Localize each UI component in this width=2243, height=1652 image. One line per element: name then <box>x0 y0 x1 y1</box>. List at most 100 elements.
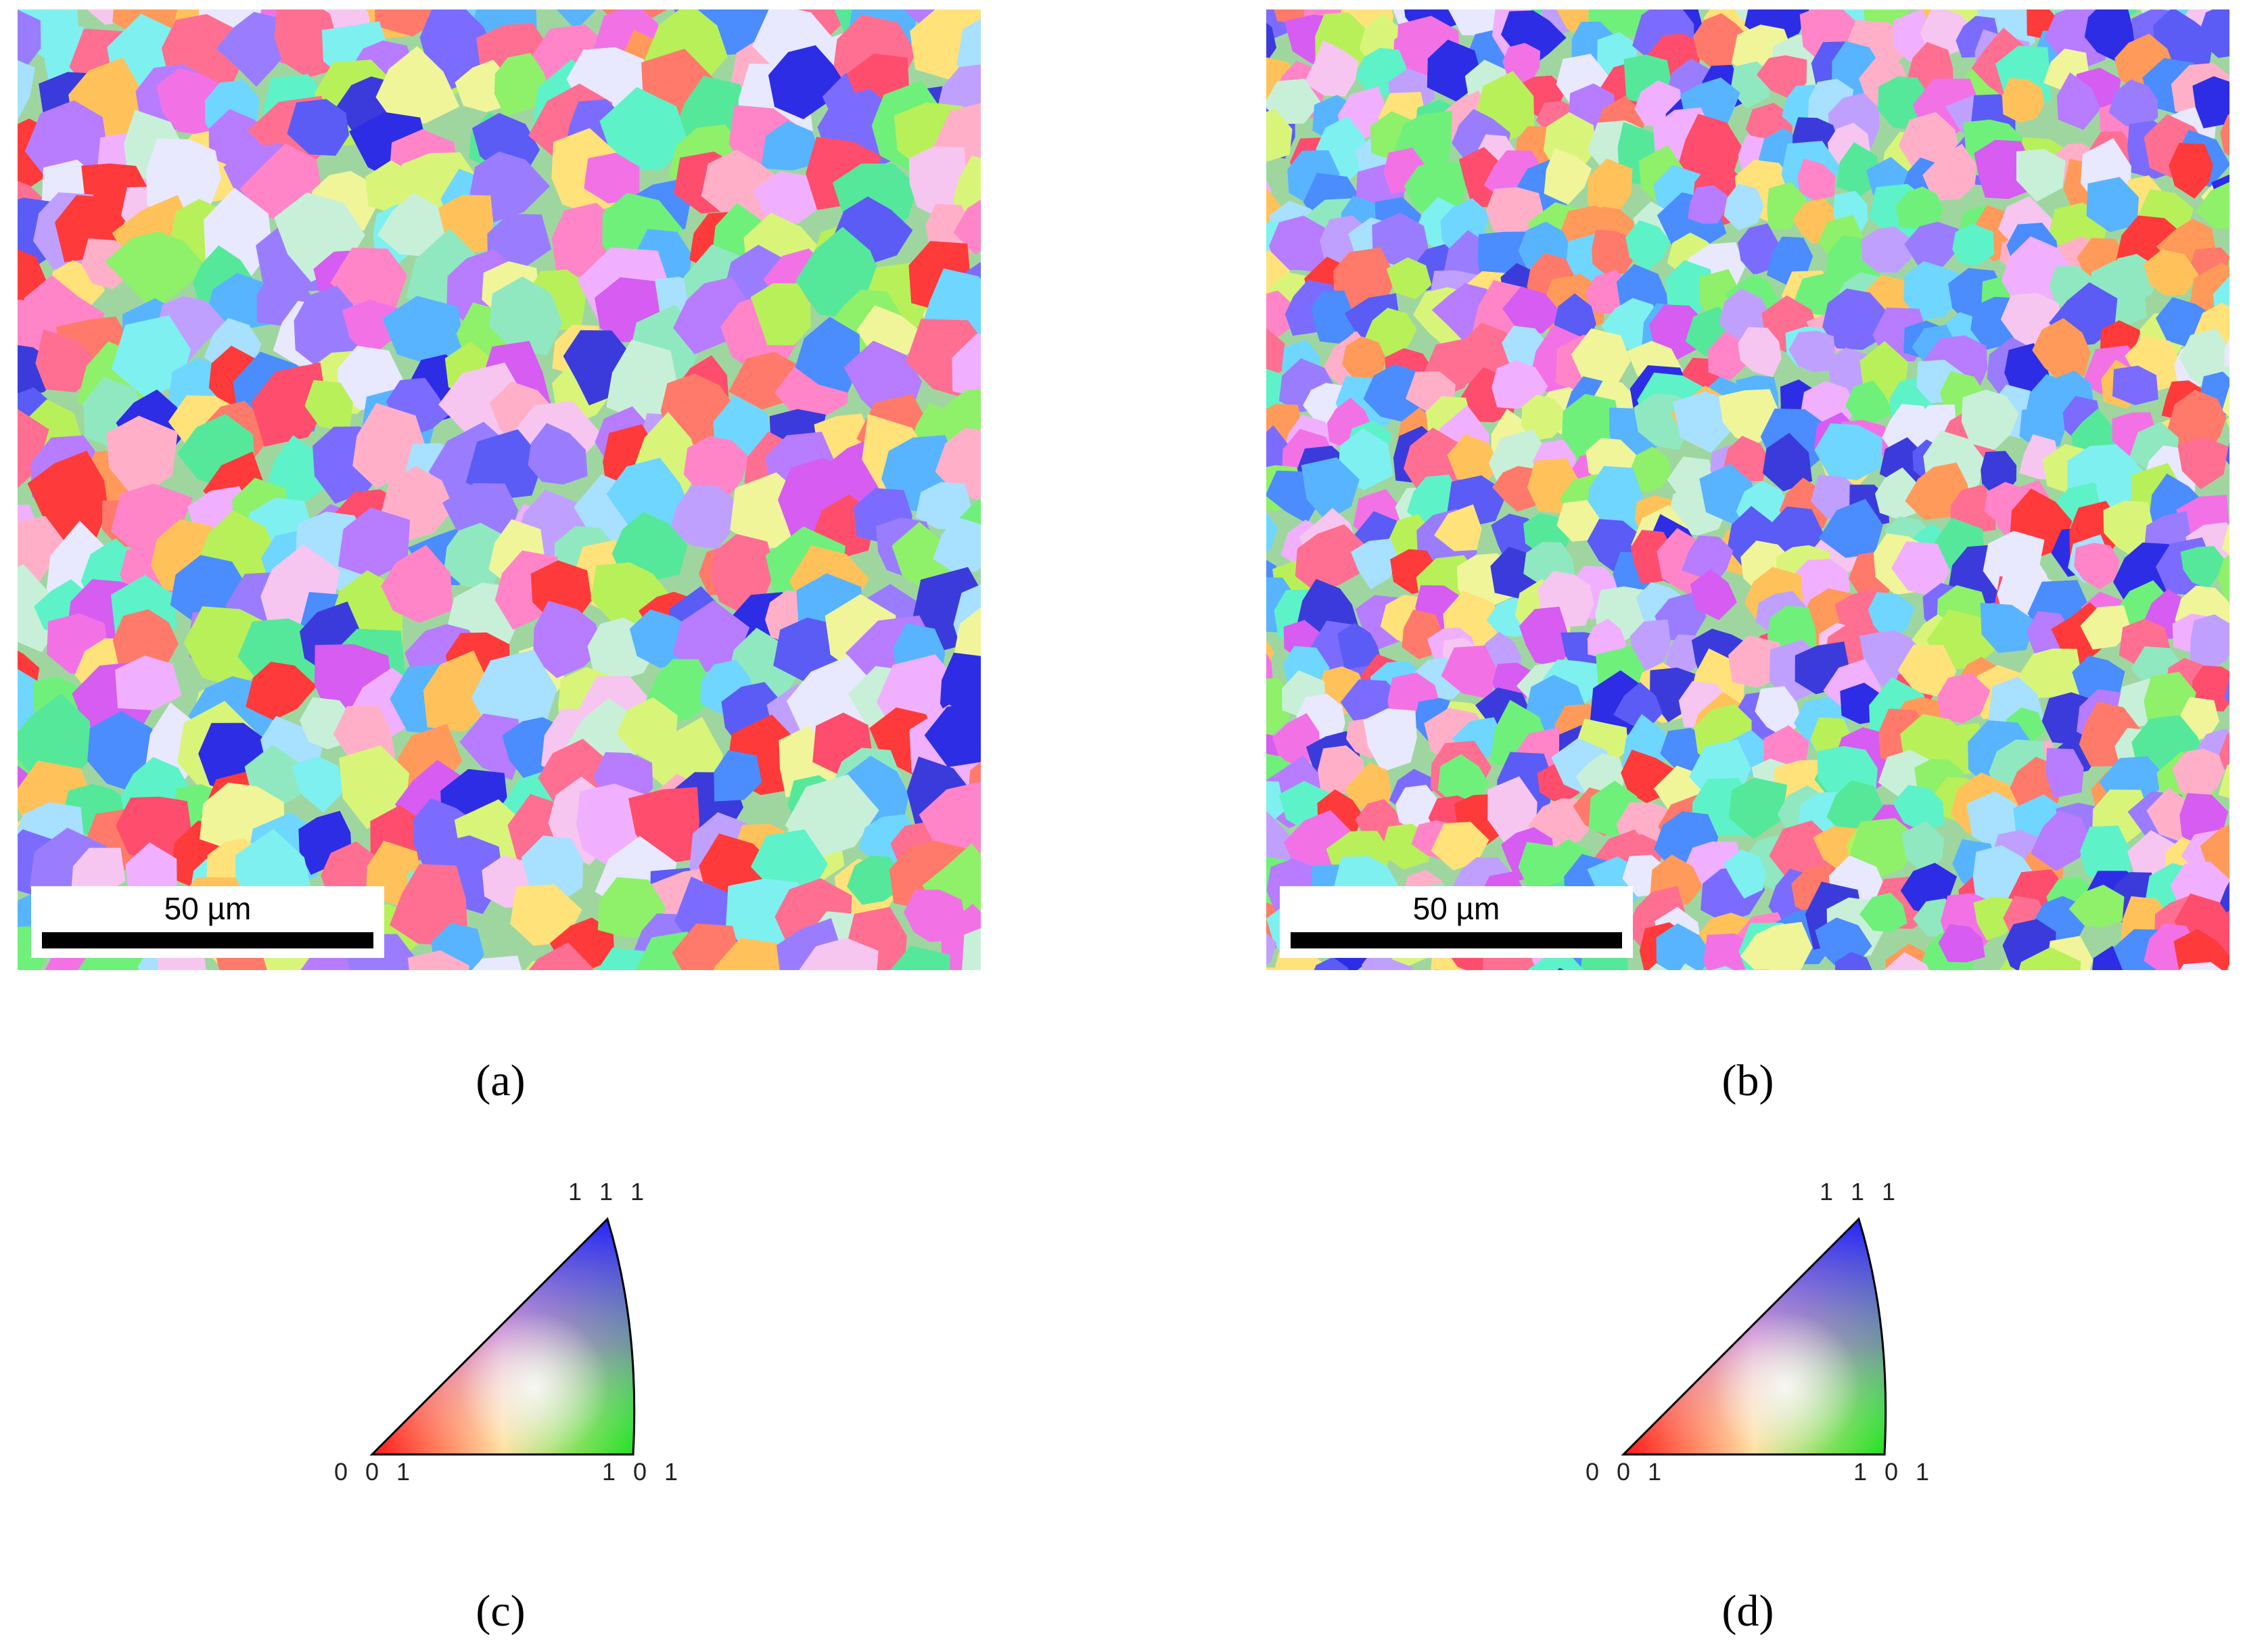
grain <box>1688 185 1728 224</box>
grain <box>2056 72 2101 130</box>
grain <box>2196 9 2229 58</box>
grain <box>1386 257 1432 300</box>
grain <box>338 507 411 579</box>
grain <box>669 486 739 549</box>
grain <box>2031 810 2091 871</box>
grain <box>2071 408 2123 456</box>
grain <box>1363 364 1427 421</box>
grain <box>1592 229 1636 275</box>
grain <box>471 955 522 970</box>
grain <box>1690 569 1737 620</box>
grain <box>2173 929 2229 970</box>
grain <box>1342 336 1387 381</box>
grain <box>24 100 108 186</box>
grain <box>2224 679 2229 704</box>
grain <box>18 409 49 488</box>
grain-map-a <box>18 9 981 970</box>
grain <box>1980 603 2035 653</box>
grain <box>1266 653 1273 685</box>
grain <box>533 601 603 679</box>
grain <box>528 423 588 485</box>
grain <box>423 650 489 732</box>
grain <box>2018 947 2081 970</box>
ipf-label-111-c: 1 1 1 <box>568 1178 650 1206</box>
grain <box>672 600 750 674</box>
grain <box>2002 78 2045 123</box>
grain <box>2200 371 2229 419</box>
grain <box>1681 535 1734 582</box>
grain <box>1437 754 1489 806</box>
grain <box>1738 327 1782 377</box>
grain <box>1295 524 1366 593</box>
grain <box>528 942 593 970</box>
grain <box>2108 79 2158 129</box>
scale-bar-b <box>1291 932 1622 948</box>
grain <box>291 756 346 813</box>
grain <box>459 713 523 781</box>
scale-bar-box-a: 50 µm <box>31 886 384 958</box>
grain <box>584 152 640 204</box>
grain <box>2172 748 2225 804</box>
grain <box>2074 543 2120 590</box>
grain <box>599 87 689 170</box>
grain <box>112 609 179 672</box>
grain <box>556 9 597 30</box>
grain <box>2177 436 2229 490</box>
scale-bar-a <box>42 932 373 948</box>
grain <box>2218 764 2229 799</box>
grain <box>1527 955 1584 970</box>
grain <box>2032 318 2091 382</box>
grain <box>933 517 981 573</box>
ebsd-map-a: 50 µm <box>18 9 981 970</box>
grain <box>2080 605 2131 650</box>
ipf-label-001-c: 0 0 1 <box>334 1458 416 1486</box>
grain <box>1521 394 1565 441</box>
grain <box>1961 389 2019 451</box>
grain <box>1797 158 1836 201</box>
grain <box>1337 622 1383 670</box>
grain <box>1314 957 1348 970</box>
ebsd-map-b: 50 µm <box>1266 9 2229 970</box>
grain <box>304 380 353 434</box>
grain <box>1571 328 1631 386</box>
grain <box>1788 330 1835 373</box>
grain <box>18 9 41 72</box>
grain <box>1556 500 1600 542</box>
grain <box>1431 821 1489 871</box>
grain <box>1304 40 1359 97</box>
grain <box>381 545 453 623</box>
grain <box>606 457 692 547</box>
grain <box>1266 22 1276 63</box>
grain <box>287 99 350 156</box>
grain <box>2190 614 2229 671</box>
grain <box>1893 785 1945 831</box>
grain <box>1708 331 1748 381</box>
grain <box>1447 434 1500 487</box>
grain <box>1544 147 1592 205</box>
grain <box>1266 78 1321 124</box>
grain <box>847 855 900 905</box>
grain <box>1372 212 1430 268</box>
grain <box>18 60 35 120</box>
ipf-color-key-d: 1 1 1 0 0 1 1 0 1 <box>1563 1164 1941 1542</box>
grain <box>1519 606 1572 668</box>
grain <box>701 150 785 235</box>
grain <box>1874 467 1920 520</box>
grain <box>2068 884 2125 928</box>
grain <box>2192 76 2229 129</box>
grain <box>2072 656 2125 702</box>
grain <box>1351 538 1400 590</box>
grain <box>1266 932 1277 965</box>
grain <box>750 283 811 346</box>
grain <box>1441 645 1498 699</box>
ipf-label-001-d: 0 0 1 <box>1586 1458 1667 1486</box>
grain <box>1891 541 1950 598</box>
grain <box>799 938 879 970</box>
grain <box>2045 748 2084 798</box>
grain <box>2220 114 2229 156</box>
grain <box>487 214 552 271</box>
grain <box>342 299 400 358</box>
grain <box>714 750 762 802</box>
grain <box>1814 423 1882 480</box>
grain <box>489 276 563 356</box>
